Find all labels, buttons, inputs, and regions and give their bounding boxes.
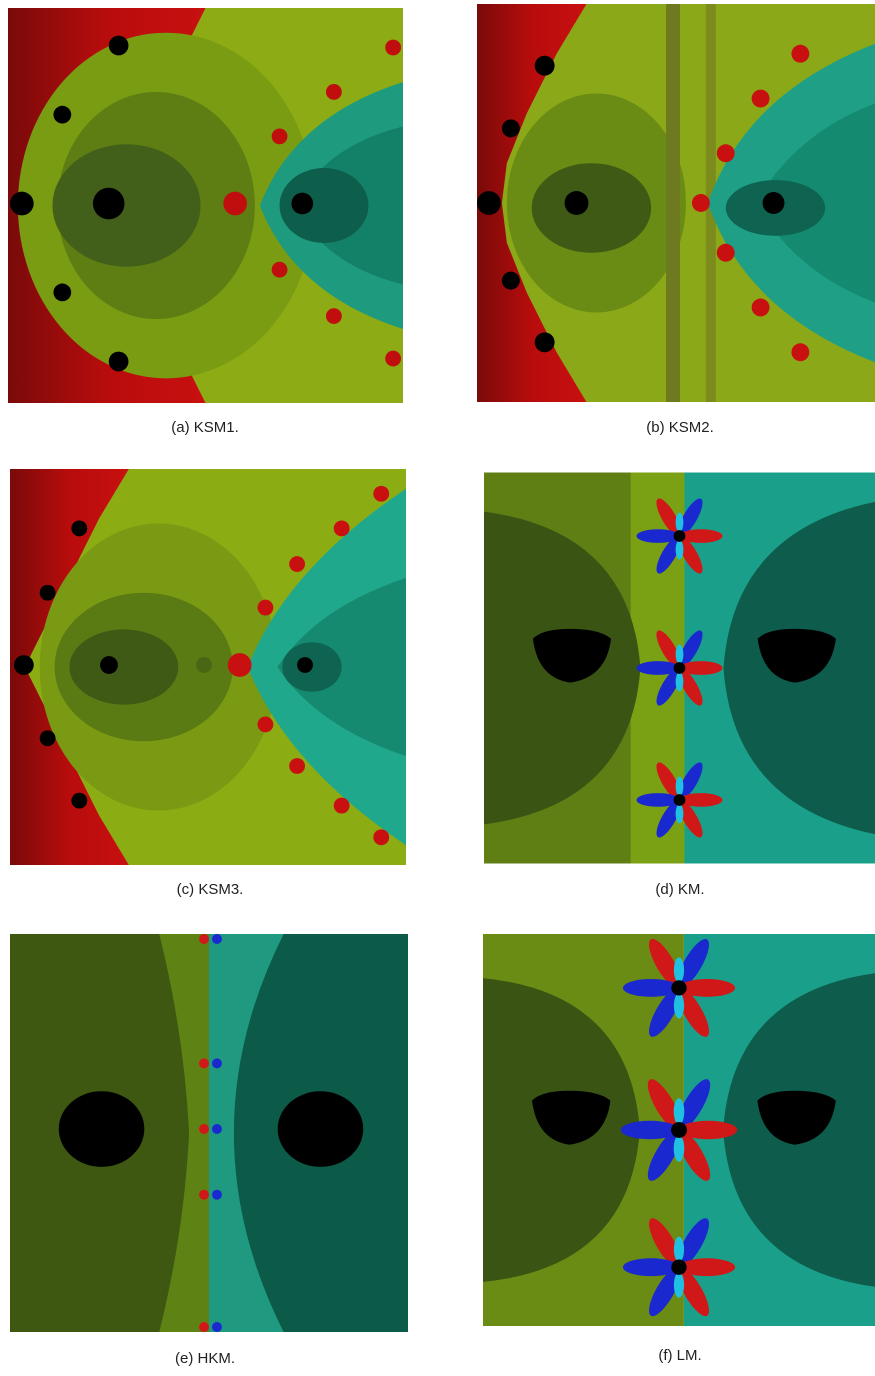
fractal-shape	[258, 717, 274, 733]
fractal-shape	[272, 128, 288, 144]
fractal-shape	[199, 1124, 209, 1134]
fractal-shape	[532, 163, 651, 253]
fractal-shape	[272, 262, 288, 278]
fractal-shape	[53, 284, 71, 302]
fractal-shape	[535, 56, 555, 76]
fractal-shape	[326, 84, 342, 100]
fractal-shape	[109, 36, 129, 56]
fractal-shape	[40, 730, 56, 746]
fractal-shape	[71, 793, 87, 809]
fractal-shape	[717, 144, 735, 162]
fractal-shape	[93, 188, 125, 220]
fractal-shape	[100, 656, 118, 674]
fractal-shape	[199, 1190, 209, 1200]
fractal-shape	[212, 934, 222, 944]
fractal-shape	[71, 520, 87, 536]
fractal-shape	[752, 299, 770, 317]
figure: (a) KSM1. (b) KSM2. (c) KSM3. (d) KM.	[0, 0, 875, 1376]
fractal-shape	[291, 193, 313, 215]
fractal-shape	[373, 486, 389, 502]
panel-image	[477, 3, 875, 403]
panel-image	[10, 933, 408, 1333]
fractal-shape	[10, 192, 34, 216]
fractal-shape	[385, 40, 401, 56]
panel-caption: (d) KM.	[530, 881, 830, 898]
fractal-shape	[334, 798, 350, 814]
fractal-shape	[212, 1190, 222, 1200]
fractal-shape	[52, 144, 200, 266]
fractal-shape	[752, 90, 770, 108]
fractal-shape	[53, 106, 71, 124]
panel-caption: (c) KSM3.	[60, 881, 360, 898]
fractal-shape	[289, 758, 305, 774]
fractal-shape	[199, 1058, 209, 1068]
panel-caption: (e) HKM.	[55, 1350, 355, 1367]
fractal-shape	[14, 655, 34, 675]
fractal-shape	[40, 585, 56, 601]
fractal-shape	[326, 308, 342, 324]
fractal-shape	[666, 4, 680, 402]
panel-image	[8, 8, 403, 403]
fractal-shape	[212, 1124, 222, 1134]
fractal-shape	[199, 934, 209, 944]
fractal-shape	[373, 829, 389, 845]
fractal-shape	[791, 45, 809, 63]
fractal-shape	[477, 191, 501, 215]
panel-image	[10, 468, 406, 866]
fractal-shape	[717, 244, 735, 262]
fractal-shape	[109, 352, 129, 372]
fractal-shape	[223, 192, 247, 216]
panel-caption: (b) KSM2.	[530, 419, 830, 436]
panel-caption: (f) LM.	[530, 1347, 830, 1364]
fractal-shape	[212, 1058, 222, 1068]
fractal-shape	[212, 1322, 222, 1332]
fractal-shape	[565, 191, 589, 215]
panel-image	[484, 470, 875, 866]
fractal-shape	[258, 600, 274, 616]
fractal-shape	[278, 1091, 364, 1167]
fractal-shape	[535, 332, 555, 352]
panel-image	[483, 930, 875, 1330]
fractal-shape	[199, 1322, 209, 1332]
fractal-shape	[228, 653, 252, 677]
fractal-shape	[297, 657, 313, 673]
page: {"figure": {"panels": [ {"caption": "(a)…	[0, 0, 875, 1376]
fractal-shape	[69, 629, 178, 704]
panel-caption: (a) KSM1.	[55, 419, 355, 436]
fractal-shape	[763, 192, 785, 214]
fractal-shape	[385, 351, 401, 367]
fractal-shape	[334, 520, 350, 536]
fractal-shape	[791, 343, 809, 361]
fractal-shape	[692, 194, 710, 212]
fractal-shape	[502, 119, 520, 137]
fractal-shape	[59, 1091, 145, 1167]
fractal-shape	[289, 556, 305, 572]
fractal-shape	[196, 657, 212, 673]
fractal-shape	[502, 272, 520, 290]
